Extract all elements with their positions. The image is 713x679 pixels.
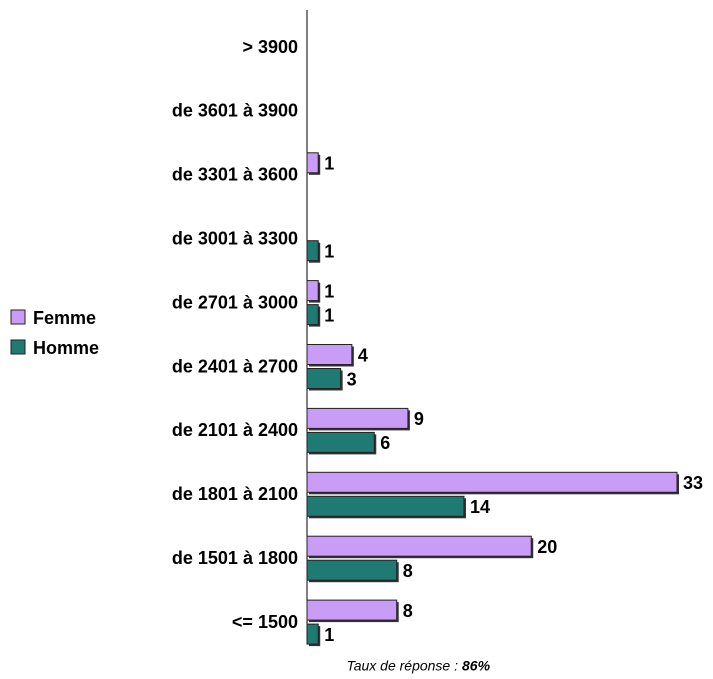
category-label: de 3001 à 3300 <box>172 228 298 248</box>
value-label: 9 <box>414 409 424 429</box>
bar <box>306 599 398 621</box>
bar <box>306 368 342 389</box>
bar <box>306 471 678 493</box>
category-label: <= 1500 <box>232 612 298 632</box>
value-label: 14 <box>470 497 490 517</box>
value-label: 1 <box>324 305 334 325</box>
category-label: de 3601 à 3900 <box>172 101 298 121</box>
category-label: de 2401 à 2700 <box>172 356 298 376</box>
value-label: 3 <box>347 369 357 389</box>
bar <box>306 431 375 453</box>
bar <box>306 280 319 302</box>
value-label: 1 <box>324 281 334 301</box>
category-label: de 3301 à 3600 <box>172 165 298 185</box>
category-label: de 2101 à 2400 <box>172 420 298 440</box>
value-label: 33 <box>683 473 703 493</box>
value-label: 8 <box>403 561 413 581</box>
legend-swatch <box>10 309 26 325</box>
footnote-value: 86% <box>462 658 491 674</box>
category-label: de 1501 à 1800 <box>172 548 298 568</box>
bar <box>306 240 319 262</box>
legend-swatch <box>10 339 26 355</box>
bar <box>306 535 532 557</box>
bar <box>306 623 319 645</box>
value-label: 1 <box>324 154 334 174</box>
value-label: 1 <box>324 241 334 261</box>
category-label: de 2701 à 3000 <box>172 292 298 312</box>
legend-label: Homme <box>33 338 99 358</box>
value-label: 6 <box>380 433 390 453</box>
value-label: 20 <box>537 537 557 557</box>
value-label: 1 <box>324 625 334 645</box>
bar <box>306 344 353 365</box>
category-label: de 1801 à 2100 <box>172 484 298 504</box>
footnote: Taux de réponse : <box>346 658 458 674</box>
bar <box>306 152 319 174</box>
legend-label: Femme <box>33 308 96 328</box>
value-label: 8 <box>403 601 413 621</box>
bar <box>306 495 465 517</box>
bar <box>306 407 409 429</box>
bar <box>306 559 398 581</box>
bar <box>306 304 319 326</box>
category-label: > 3900 <box>242 37 298 57</box>
value-label: 4 <box>358 345 368 365</box>
